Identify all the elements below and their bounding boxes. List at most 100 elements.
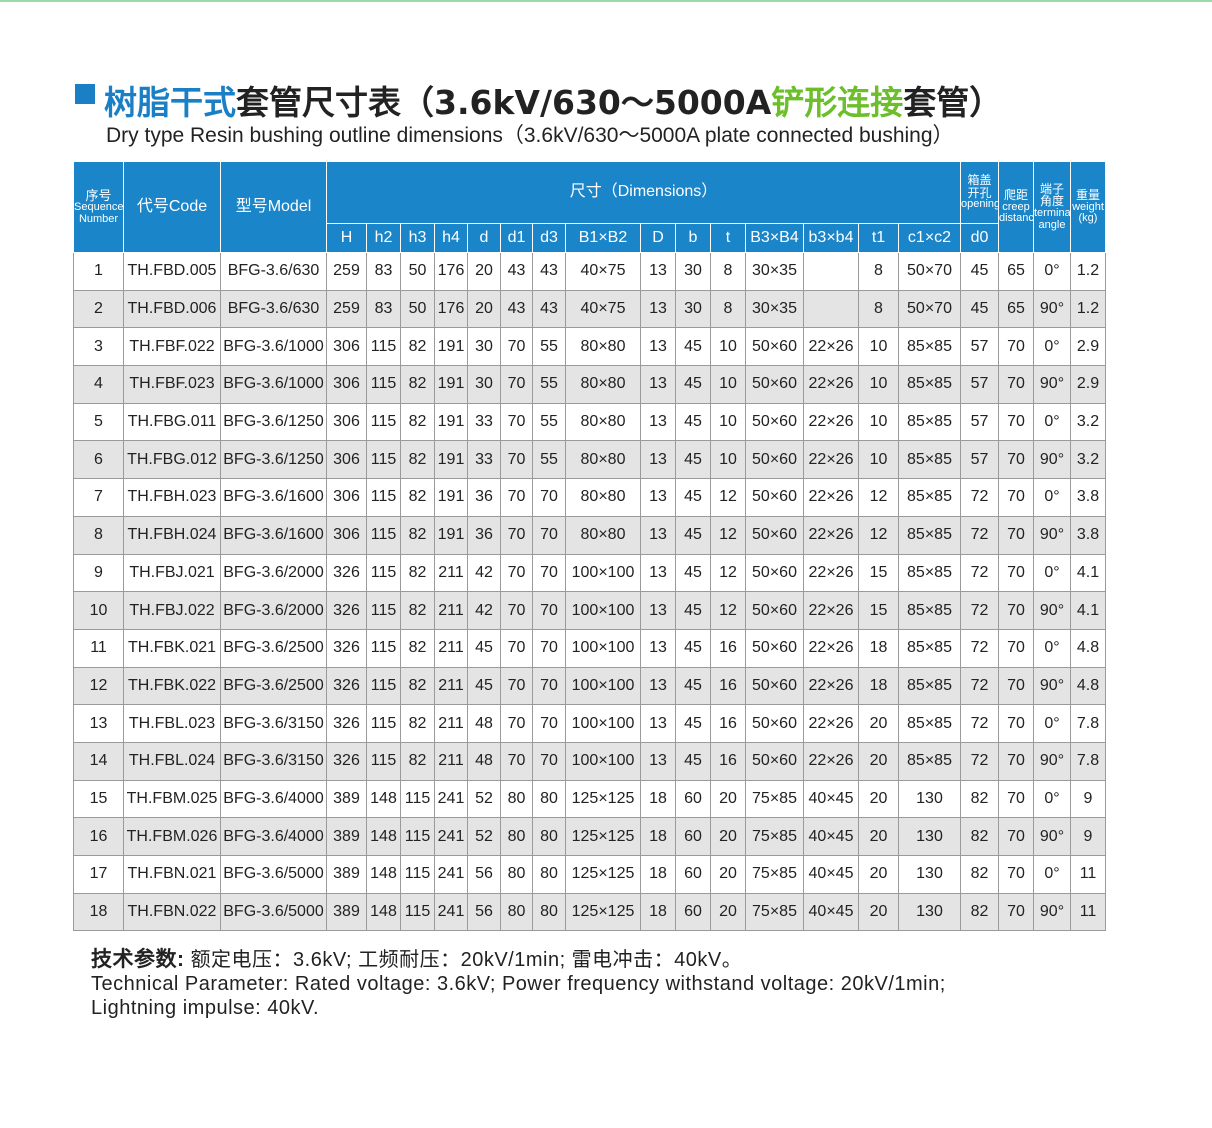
table-cell: 4.1 [1070, 591, 1106, 630]
table-cell: 50×60 [745, 478, 804, 517]
table-cell: 50×60 [745, 402, 804, 442]
table-cell: 43 [500, 289, 533, 329]
table-cell: 45 [675, 327, 711, 367]
header-line: angle [1038, 218, 1066, 231]
table-cell: 1.2 [1070, 289, 1106, 329]
table-cell: 70 [998, 515, 1034, 555]
table-cell: 2 [73, 289, 124, 329]
table-cell: 70 [532, 741, 566, 781]
table-cell: 22×26 [803, 591, 859, 630]
table-cell: 115 [366, 365, 401, 404]
table-cell: 56 [467, 892, 501, 932]
table-cell: 90° [1033, 365, 1071, 404]
table-cell: 211 [434, 553, 468, 593]
table-cell: BFG-3.6/4000 [220, 779, 327, 819]
table-cell: 72 [960, 478, 999, 517]
table-cell: 100×100 [565, 553, 641, 593]
table-cell: 16 [710, 666, 746, 706]
table-cell: 241 [434, 817, 468, 856]
table-cell: 115 [366, 402, 401, 442]
table-cell: 70 [998, 440, 1034, 480]
table-cell: 45 [675, 591, 711, 630]
table-cell: BFG-3.6/5000 [220, 892, 327, 932]
table-cell: 13 [640, 741, 676, 781]
table-cell: 50×60 [745, 440, 804, 480]
table-cell: 191 [434, 478, 468, 517]
title-part: 树脂干式 [104, 83, 236, 122]
table-cell: 115 [366, 553, 401, 593]
table-cell: 50×60 [745, 365, 804, 404]
table-cell: 241 [434, 779, 468, 819]
table-cell: 85×85 [898, 704, 961, 743]
table-cell: 22×26 [803, 741, 859, 781]
table-cell: 18 [640, 892, 676, 932]
table-cell: 70 [500, 440, 533, 480]
table-cell: 16 [710, 741, 746, 781]
table-cell: 115 [366, 327, 401, 367]
subheader-cell: d3 [532, 223, 566, 253]
table-cell: TH.FBH.024 [123, 515, 221, 555]
table-cell: TH.FBJ.022 [123, 591, 221, 630]
table-cell: BFG-3.6/630 [220, 252, 327, 291]
header-cell: 代号Code [123, 161, 221, 253]
table-cell: 326 [326, 704, 367, 743]
table-cell: TH.FBK.021 [123, 628, 221, 668]
table-cell: 9 [1070, 779, 1106, 819]
table-cell: 70 [500, 553, 533, 593]
table-cell: 13 [640, 704, 676, 743]
title-part: 套管） [903, 83, 1003, 122]
table-cell: 70 [532, 591, 566, 630]
table-cell: 2.9 [1070, 365, 1106, 404]
table-cell: 30 [675, 289, 711, 329]
table-cell: 9 [73, 553, 124, 593]
header-line: 开孔 [967, 185, 992, 200]
table-cell: 2.9 [1070, 327, 1106, 367]
table-cell: 16 [710, 628, 746, 668]
table-cell: BFG-3.6/1600 [220, 478, 327, 517]
table-cell: 50×70 [898, 289, 961, 329]
header-line: 尺寸（Dimensions） [569, 183, 718, 201]
header-line: terminal [1034, 207, 1071, 220]
table-row: 12 TH.FBK.022 BFG-3.6/2500 326 115 82 211 45 70 7… [73, 666, 1106, 706]
footer-text-cn: 额定电压：3.6kV; 工频耐压：20kV/1min; 雷电冲击：40kV。 [190, 949, 743, 971]
title-part: 铲形连接 [771, 83, 904, 122]
table-cell: TH.FBM.026 [123, 817, 221, 856]
table-cell: 16 [73, 817, 124, 856]
table-cell: 3.2 [1070, 440, 1106, 480]
table-cell: 3.8 [1070, 515, 1106, 555]
table-cell: 18 [640, 817, 676, 856]
table-cell: 50×60 [745, 666, 804, 706]
subheader-cell: c1×c2 [898, 223, 961, 253]
table-cell: 326 [326, 741, 367, 781]
table-cell: 45 [675, 704, 711, 743]
table-cell: 130 [898, 779, 961, 819]
table-cell: 125×125 [565, 855, 641, 894]
subheader-cell: t1 [858, 223, 899, 253]
header-line: weight [1072, 200, 1104, 213]
table-cell: 50×60 [745, 741, 804, 781]
table-cell: 70 [998, 327, 1034, 367]
table-cell: 12 [710, 553, 746, 593]
table-cell: BFG-3.6/3150 [220, 741, 327, 781]
header-line: 端子 [1039, 181, 1064, 196]
table-cell: 70 [998, 817, 1034, 856]
table-cell: TH.FBF.022 [123, 327, 221, 367]
table-cell: 80 [532, 855, 566, 894]
table-cell: BFG-3.6/2500 [220, 666, 327, 706]
table-cell: 20 [710, 892, 746, 932]
table-cell: 70 [532, 666, 566, 706]
table-cell: 13 [640, 553, 676, 593]
table-cell: 12 [858, 478, 899, 517]
table-cell: 85×85 [898, 666, 961, 706]
table-cell: 45 [675, 666, 711, 706]
table-cell: 72 [960, 553, 999, 593]
table-cell: 70 [500, 628, 533, 668]
subheader-cell: b [675, 223, 711, 253]
table-cell: 82 [400, 628, 435, 668]
table-cell: 130 [898, 892, 961, 932]
table-row: 2 TH.FBD.006 BFG-3.6/630 259 83 50 176 20 43 43 40… [73, 289, 1106, 329]
table-cell: 100×100 [565, 741, 641, 781]
table-cell: 20 [710, 779, 746, 819]
table-row: 9 TH.FBJ.021 BFG-3.6/2000 326 115 82 211 42 70 70… [73, 553, 1106, 593]
table-cell: 211 [434, 704, 468, 743]
